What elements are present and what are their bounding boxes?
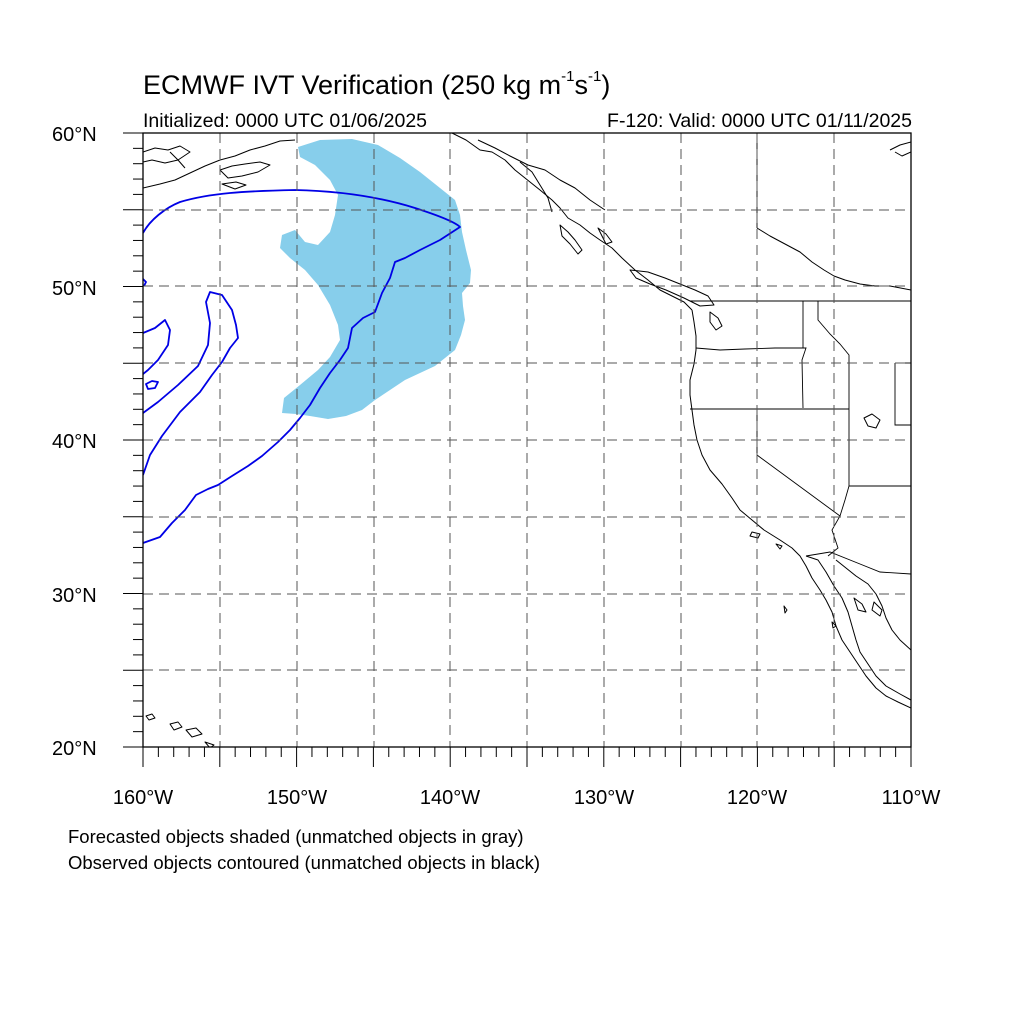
lat-label-30: 30°N [52, 585, 97, 607]
lat-label-20: 20°N [52, 738, 97, 760]
valid-time: F-120: Valid: 0000 UTC 01/11/2025 [607, 110, 912, 132]
lon-label-120w: 120°W [727, 787, 787, 809]
forecast-ivt-object [280, 139, 471, 419]
lon-label-140w: 140°W [420, 787, 480, 809]
lat-label-60: 60°N [52, 124, 97, 146]
lat-label-50: 50°N [52, 278, 97, 300]
observed-legend-note: Observed objects contoured (unmatched ob… [68, 852, 541, 873]
lat-labels: 60°N 50°N 40°N 30°N 20°N [52, 124, 97, 760]
coastlines [143, 133, 911, 747]
lon-label-150w: 150°W [267, 787, 327, 809]
political-boundaries [690, 133, 911, 575]
lat-label-40: 40°N [52, 431, 97, 453]
lon-label-160w: 160°W [113, 787, 173, 809]
map-title: ECMWF IVT Verification (250 kg m-1s-1) [143, 68, 611, 100]
observed-contour-main [143, 189, 461, 544]
lon-labels: 160°W 150°W 140°W 130°W 120°W 110°W [113, 787, 941, 809]
observed-contour-tiny [145, 380, 159, 390]
forecast-legend-note: Forecasted objects shaded (unmatched obj… [68, 826, 524, 847]
observed-contour-edge [143, 278, 147, 287]
axis-ticks [123, 132, 912, 767]
lon-label-110w: 110°W [882, 787, 941, 809]
observed-contour-small [143, 319, 171, 375]
initialized-time: Initialized: 0000 UTC 01/06/2025 [143, 110, 428, 132]
lon-label-130w: 130°W [574, 787, 634, 809]
gridlines [143, 133, 911, 747]
